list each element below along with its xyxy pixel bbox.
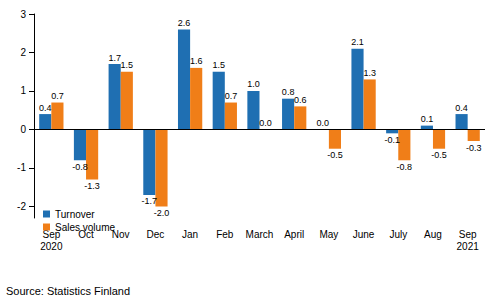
svg-text:May: May: [319, 229, 338, 240]
svg-text:1: 1: [20, 85, 26, 96]
svg-text:0.4: 0.4: [39, 103, 52, 113]
svg-text:2.6: 2.6: [178, 18, 191, 28]
svg-text:Jan: Jan: [182, 229, 198, 240]
svg-text:2020: 2020: [40, 241, 63, 252]
svg-text:2: 2: [20, 47, 26, 58]
svg-text:0.7: 0.7: [225, 91, 238, 101]
svg-text:Sales volume: Sales volume: [55, 222, 115, 233]
svg-text:March: March: [246, 229, 274, 240]
svg-text:-1: -1: [17, 162, 26, 173]
svg-text:1.3: 1.3: [363, 68, 376, 78]
svg-text:-0.8: -0.8: [397, 162, 413, 172]
svg-text:0.1: 0.1: [421, 114, 434, 124]
svg-text:Nov: Nov: [111, 228, 130, 240]
svg-text:1.0: 1.0: [247, 79, 260, 89]
svg-text:-0.5: -0.5: [327, 150, 343, 160]
svg-text:-1.3: -1.3: [84, 181, 100, 191]
svg-text:June: June: [353, 229, 375, 240]
svg-text:-2: -2: [17, 201, 26, 212]
svg-text:Aug: Aug: [424, 229, 442, 240]
svg-text:Sep: Sep: [459, 229, 477, 240]
svg-text:3: 3: [20, 9, 26, 20]
svg-text:0.6: 0.6: [294, 95, 307, 105]
svg-text:1.6: 1.6: [190, 56, 203, 66]
svg-text:0: 0: [20, 124, 26, 135]
svg-text:Dec: Dec: [147, 229, 165, 240]
svg-text:Source: Statistics Finland: Source: Statistics Finland: [6, 285, 130, 297]
svg-text:2021: 2021: [457, 241, 480, 252]
svg-text:-0.5: -0.5: [431, 150, 447, 160]
svg-text:0.0: 0.0: [317, 118, 330, 128]
svg-text:1.5: 1.5: [212, 60, 225, 70]
svg-text:-1.7: -1.7: [142, 196, 158, 206]
svg-text:2.1: 2.1: [351, 37, 364, 47]
svg-text:-0.3: -0.3: [466, 143, 482, 153]
svg-text:0.7: 0.7: [51, 91, 64, 101]
svg-text:Turnover: Turnover: [55, 209, 95, 220]
svg-text:0.4: 0.4: [455, 103, 468, 113]
svg-text:0.0: 0.0: [259, 118, 272, 128]
svg-text:Feb: Feb: [216, 229, 234, 240]
svg-text:-0.8: -0.8: [72, 162, 88, 172]
svg-text:-2.0: -2.0: [154, 208, 170, 218]
svg-text:-0.1: -0.1: [384, 135, 400, 145]
svg-text:July: July: [389, 229, 407, 240]
svg-text:1.5: 1.5: [121, 60, 134, 70]
svg-text:0.8: 0.8: [282, 87, 295, 97]
svg-text:Sep: Sep: [42, 228, 61, 240]
svg-text:1.7: 1.7: [108, 53, 121, 63]
svg-text:April: April: [284, 229, 304, 240]
svg-text:Oct: Oct: [78, 228, 94, 240]
